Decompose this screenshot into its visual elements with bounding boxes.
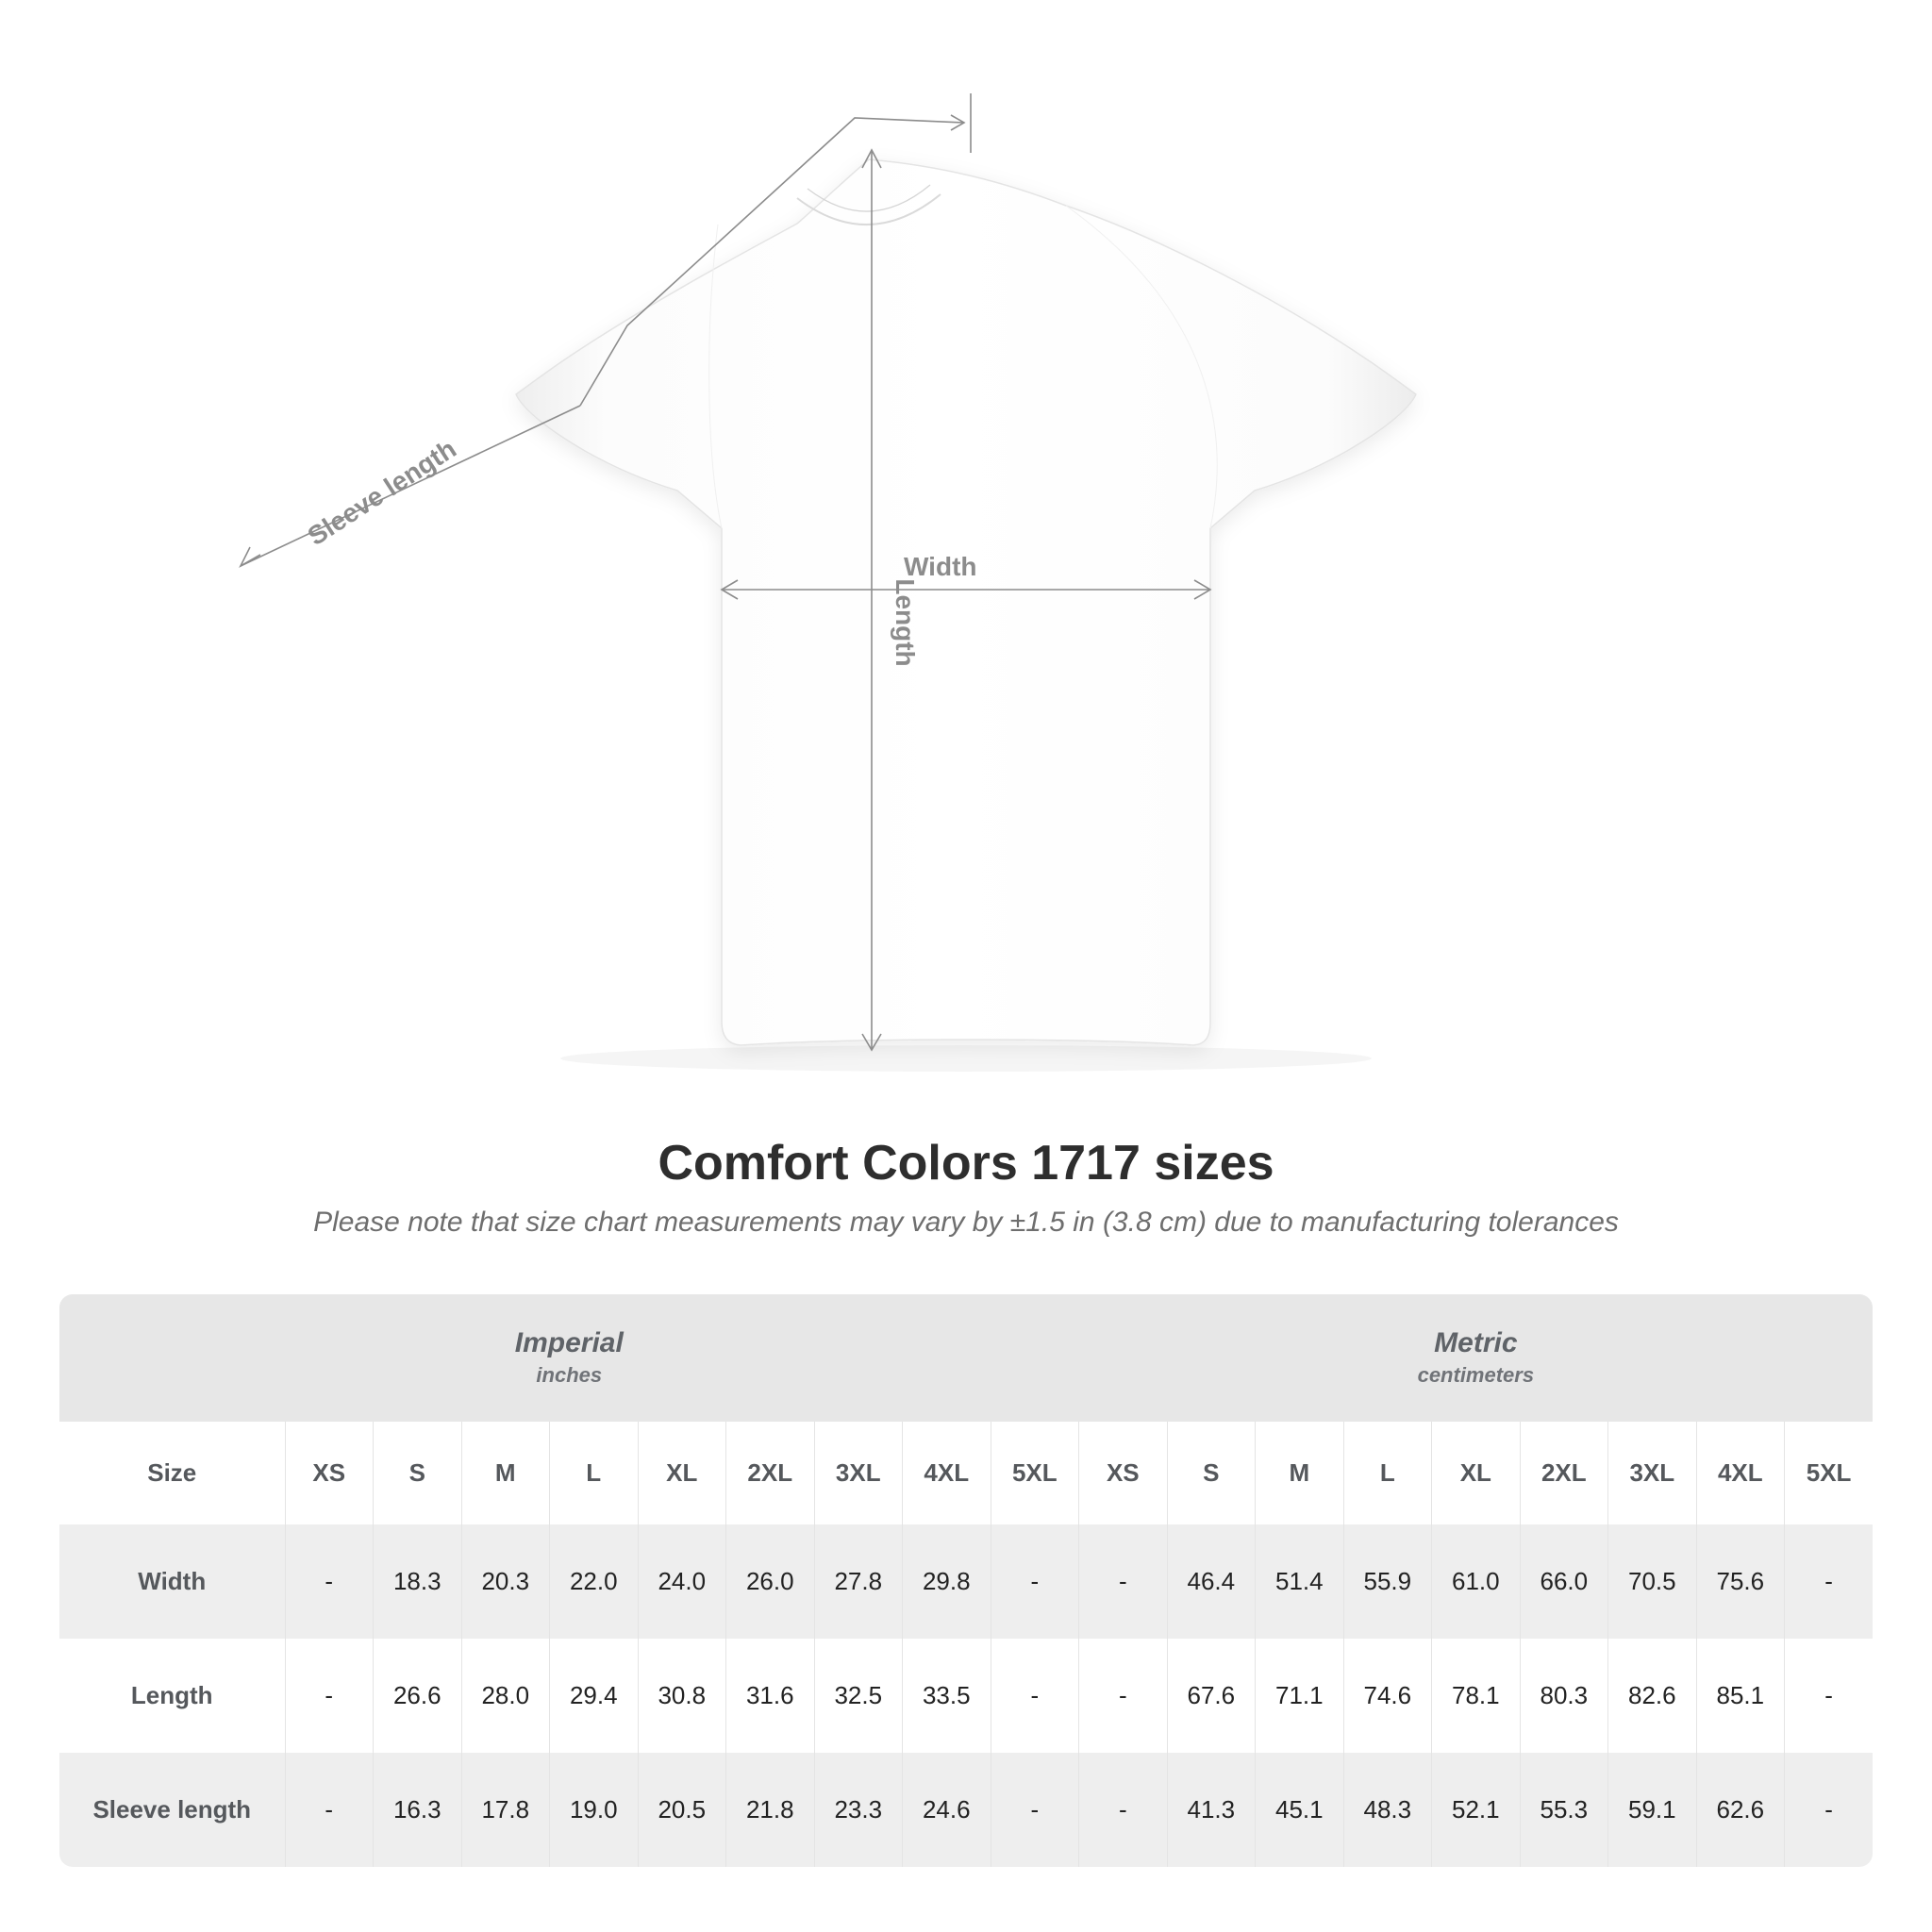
svg-text:Width: Width [904,552,977,581]
svg-text:Sleeve length: Sleeve length [303,434,461,551]
svg-text:Length: Length [891,578,920,666]
